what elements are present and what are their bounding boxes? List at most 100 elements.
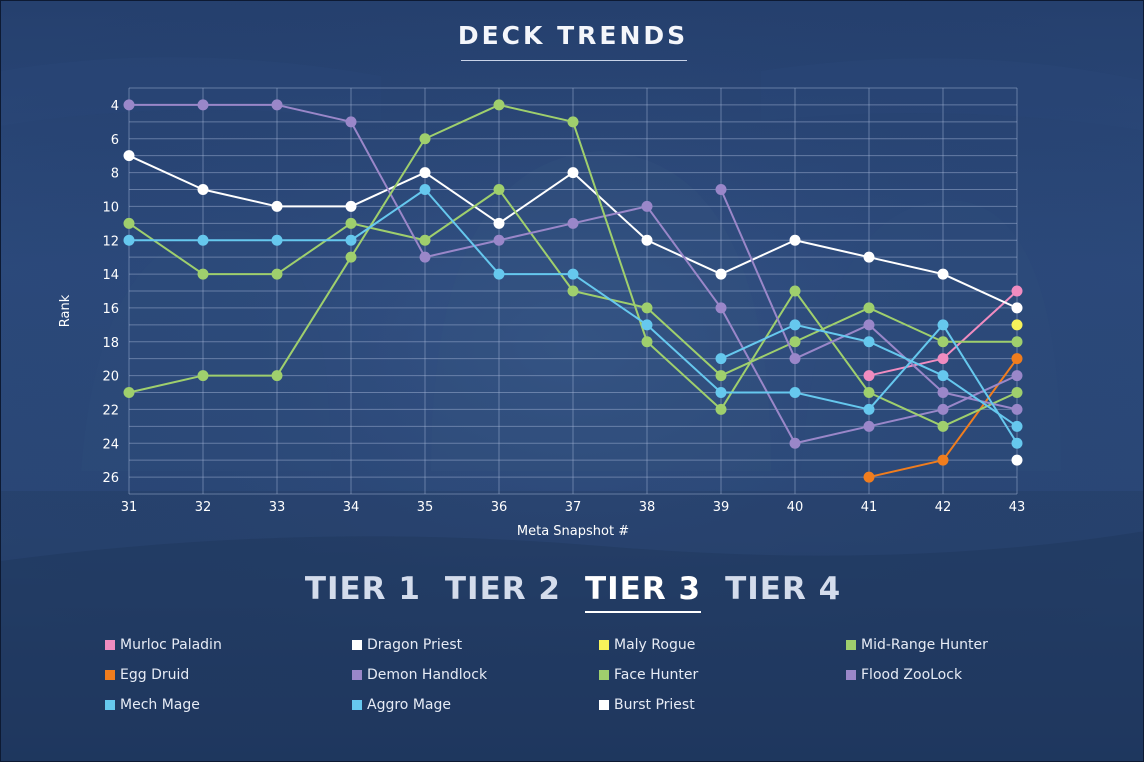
data-point-demon-handlock[interactable] bbox=[567, 217, 579, 229]
data-point-egg-druid[interactable] bbox=[1011, 353, 1023, 365]
data-point-dragon-priest[interactable] bbox=[1011, 302, 1023, 314]
data-point-aggro-mage[interactable] bbox=[271, 234, 283, 246]
data-point-demon-handlock[interactable] bbox=[789, 437, 801, 449]
data-point-mech-mage[interactable] bbox=[789, 319, 801, 331]
data-point-dragon-priest[interactable] bbox=[493, 217, 505, 229]
data-point-demon-handlock[interactable] bbox=[937, 403, 949, 415]
data-point-dragon-priest[interactable] bbox=[715, 268, 727, 280]
legend-item-egg-druid[interactable]: Egg Druid bbox=[105, 665, 352, 685]
data-point-demon-handlock[interactable] bbox=[493, 234, 505, 246]
data-point-aggro-mage[interactable] bbox=[123, 234, 135, 246]
data-point-aggro-mage[interactable] bbox=[345, 234, 357, 246]
data-point-mid-range-hunter[interactable] bbox=[197, 268, 209, 280]
data-point-face-hunter[interactable] bbox=[789, 285, 801, 297]
data-point-mid-range-hunter[interactable] bbox=[1011, 336, 1023, 348]
data-point-face-hunter[interactable] bbox=[1011, 387, 1023, 398]
data-point-dragon-priest[interactable] bbox=[419, 167, 431, 179]
tab-tier-1[interactable]: TIER 1 bbox=[304, 571, 421, 607]
data-point-face-hunter[interactable] bbox=[493, 99, 505, 111]
data-point-murloc-paladin[interactable] bbox=[1011, 285, 1023, 297]
data-point-egg-druid[interactable] bbox=[937, 454, 949, 466]
data-point-mech-mage[interactable] bbox=[715, 353, 727, 365]
data-point-dragon-priest[interactable] bbox=[345, 200, 357, 212]
data-point-murloc-paladin[interactable] bbox=[937, 353, 949, 365]
data-point-flood-zoolock[interactable] bbox=[1011, 403, 1023, 415]
data-point-demon-handlock[interactable] bbox=[641, 200, 653, 212]
data-point-maly-rogue[interactable] bbox=[1011, 319, 1023, 331]
data-point-demon-handlock[interactable] bbox=[123, 99, 135, 111]
data-point-aggro-mage[interactable] bbox=[789, 387, 801, 398]
data-point-demon-handlock[interactable] bbox=[863, 420, 875, 432]
data-point-face-hunter[interactable] bbox=[197, 370, 209, 382]
legend-item-flood-zoolock[interactable]: Flood ZooLock bbox=[846, 665, 1093, 685]
data-point-mech-mage[interactable] bbox=[1011, 420, 1023, 432]
data-point-aggro-mage[interactable] bbox=[715, 387, 727, 398]
legend-item-face-hunter[interactable]: Face Hunter bbox=[599, 665, 846, 685]
data-point-dragon-priest[interactable] bbox=[937, 268, 949, 280]
legend-item-dragon-priest[interactable]: Dragon Priest bbox=[352, 635, 599, 655]
data-point-aggro-mage[interactable] bbox=[863, 403, 875, 415]
data-point-mid-range-hunter[interactable] bbox=[271, 268, 283, 280]
data-point-face-hunter[interactable] bbox=[419, 133, 431, 145]
data-point-aggro-mage[interactable] bbox=[567, 268, 579, 280]
data-point-mid-range-hunter[interactable] bbox=[123, 217, 135, 229]
data-point-flood-zoolock[interactable] bbox=[937, 387, 949, 398]
data-point-aggro-mage[interactable] bbox=[419, 184, 431, 195]
data-point-face-hunter[interactable] bbox=[863, 387, 875, 398]
data-point-face-hunter[interactable] bbox=[123, 387, 135, 398]
data-point-mid-range-hunter[interactable] bbox=[863, 302, 875, 314]
data-point-aggro-mage[interactable] bbox=[641, 319, 653, 331]
data-point-face-hunter[interactable] bbox=[271, 370, 283, 382]
data-point-mid-range-hunter[interactable] bbox=[715, 370, 727, 382]
data-point-demon-handlock[interactable] bbox=[1011, 370, 1023, 382]
data-point-mid-range-hunter[interactable] bbox=[789, 336, 801, 348]
data-point-flood-zoolock[interactable] bbox=[863, 319, 875, 331]
data-point-dragon-priest[interactable] bbox=[863, 251, 875, 263]
data-point-aggro-mage[interactable] bbox=[493, 268, 505, 280]
data-point-mid-range-hunter[interactable] bbox=[567, 285, 579, 297]
data-point-mid-range-hunter[interactable] bbox=[345, 217, 357, 229]
data-point-face-hunter[interactable] bbox=[937, 420, 949, 432]
data-point-demon-handlock[interactable] bbox=[715, 302, 727, 314]
legend-item-aggro-mage[interactable]: Aggro Mage bbox=[352, 695, 599, 715]
legend-item-murloc-paladin[interactable]: Murloc Paladin bbox=[105, 635, 352, 655]
data-point-mech-mage[interactable] bbox=[937, 370, 949, 382]
data-point-mid-range-hunter[interactable] bbox=[641, 302, 653, 314]
legend-item-maly-rogue[interactable]: Maly Rogue bbox=[599, 635, 846, 655]
data-point-dragon-priest[interactable] bbox=[271, 200, 283, 212]
data-point-dragon-priest[interactable] bbox=[641, 234, 653, 246]
tab-tier-4[interactable]: TIER 4 bbox=[725, 571, 842, 607]
data-point-demon-handlock[interactable] bbox=[419, 251, 431, 263]
data-point-burst-priest[interactable] bbox=[1011, 454, 1023, 466]
data-point-aggro-mage[interactable] bbox=[197, 234, 209, 246]
tab-tier-2[interactable]: TIER 2 bbox=[444, 571, 561, 607]
data-point-face-hunter[interactable] bbox=[345, 251, 357, 263]
data-point-face-hunter[interactable] bbox=[567, 116, 579, 128]
data-point-dragon-priest[interactable] bbox=[197, 184, 209, 195]
legend-item-burst-priest[interactable]: Burst Priest bbox=[599, 695, 846, 715]
data-point-mid-range-hunter[interactable] bbox=[937, 336, 949, 348]
legend-item-mid-range-hunter[interactable]: Mid-Range Hunter bbox=[846, 635, 1093, 655]
data-point-mid-range-hunter[interactable] bbox=[493, 184, 505, 195]
data-point-mid-range-hunter[interactable] bbox=[419, 234, 431, 246]
data-point-demon-handlock[interactable] bbox=[271, 99, 283, 111]
data-point-face-hunter[interactable] bbox=[641, 336, 653, 348]
data-point-face-hunter[interactable] bbox=[715, 403, 727, 415]
data-point-aggro-mage[interactable] bbox=[1011, 437, 1023, 449]
data-point-flood-zoolock[interactable] bbox=[789, 353, 801, 365]
data-point-dragon-priest[interactable] bbox=[789, 234, 801, 246]
legend-item-mech-mage[interactable]: Mech Mage bbox=[105, 695, 352, 715]
data-point-dragon-priest[interactable] bbox=[567, 167, 579, 179]
data-point-demon-handlock[interactable] bbox=[197, 99, 209, 111]
x-tick-label: 37 bbox=[565, 500, 582, 515]
data-point-murloc-paladin[interactable] bbox=[863, 370, 875, 382]
tab-tier-3[interactable]: TIER 3 bbox=[585, 571, 702, 613]
legend-item-demon-handlock[interactable]: Demon Handlock bbox=[352, 665, 599, 685]
data-point-demon-handlock[interactable] bbox=[345, 116, 357, 128]
data-point-flood-zoolock[interactable] bbox=[715, 184, 727, 195]
data-point-dragon-priest[interactable] bbox=[123, 150, 135, 162]
data-point-aggro-mage[interactable] bbox=[937, 319, 949, 331]
data-point-egg-druid[interactable] bbox=[863, 471, 875, 483]
data-point-mech-mage[interactable] bbox=[863, 336, 875, 348]
